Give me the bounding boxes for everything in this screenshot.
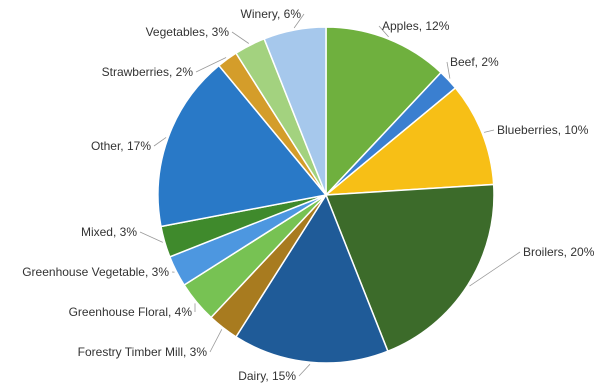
pie-slice-other — [157, 64, 328, 228]
leader-line-vegetables — [231, 31, 250, 44]
slice-label-beef: Beef, 2% — [450, 55, 499, 69]
label-leader-lines — [139, 13, 521, 377]
pie-slice-blueberries — [323, 86, 495, 196]
slice-label-apples: Apples, 12% — [382, 19, 450, 33]
slice-label-dairy: Dairy, 15% — [238, 369, 296, 383]
slice-labels: Apples, 12% Beef, 2% Blueberries, 10% Broil… — [22, 7, 594, 383]
pie-slice-winery — [263, 26, 327, 196]
pie-slices — [157, 26, 495, 364]
slice-label-greenhouse-vegetable: Greenhouse Vegetable, 3% — [22, 265, 169, 279]
pie-slice-broilers — [324, 183, 495, 353]
slice-label-blueberries: Blueberries, 10% — [497, 123, 589, 137]
slice-label-mixed: Mixed, 3% — [81, 225, 137, 239]
leader-line-beef — [446, 61, 451, 79]
leader-line-winery — [293, 13, 305, 29]
slice-label-strawberries: Strawberries, 2% — [102, 65, 194, 79]
leader-line-blueberries — [484, 129, 495, 133]
slice-label-vegetables: Vegetables, 3% — [146, 25, 230, 39]
pie-slice-apples — [325, 26, 443, 197]
slice-label-winery: Winery, 6% — [241, 7, 302, 21]
pie-slice-dairy — [234, 193, 389, 364]
leader-line-apples — [378, 25, 389, 38]
leader-line-strawberries — [195, 57, 227, 73]
slice-label-greenhouse-floral: Greenhouse Floral, 4% — [69, 305, 193, 319]
leader-line-forestry-timber-mill — [209, 329, 223, 353]
slice-label-other: Other, 17% — [91, 139, 151, 153]
slice-label-broilers: Broilers, 20% — [523, 245, 595, 259]
leader-line-dairy — [298, 363, 311, 377]
leader-line-mixed — [139, 231, 163, 243]
leader-line-other — [153, 137, 167, 147]
leader-line-broilers — [469, 251, 521, 287]
slice-label-forestry-timber-mill: Forestry Timber Mill, 3% — [78, 345, 208, 359]
